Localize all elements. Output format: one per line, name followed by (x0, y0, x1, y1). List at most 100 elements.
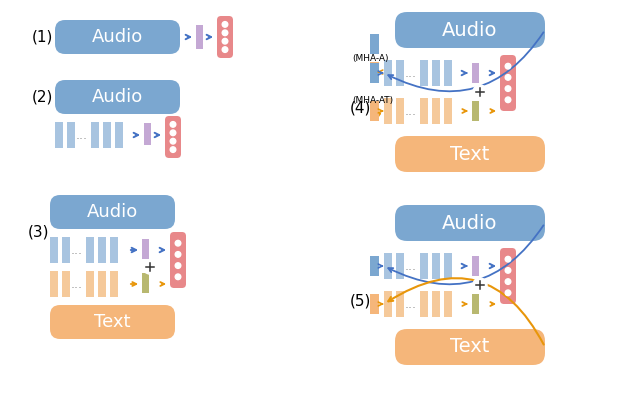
FancyBboxPatch shape (55, 20, 180, 54)
FancyArrowPatch shape (388, 225, 543, 284)
Text: Audio: Audio (92, 88, 143, 106)
Circle shape (222, 47, 228, 52)
Bar (432, 291, 440, 317)
Circle shape (143, 260, 157, 274)
Text: Text: Text (451, 338, 490, 357)
Bar (50, 271, 58, 297)
FancyArrowPatch shape (375, 113, 380, 118)
FancyBboxPatch shape (50, 195, 175, 229)
Bar (98, 237, 106, 263)
Bar (115, 122, 123, 148)
Text: Audio: Audio (92, 28, 143, 46)
Circle shape (170, 138, 176, 144)
Circle shape (505, 86, 511, 91)
Bar (384, 98, 392, 124)
Bar (62, 237, 70, 263)
Text: Audio: Audio (442, 20, 498, 39)
Circle shape (170, 122, 176, 127)
Circle shape (175, 252, 181, 257)
Bar (396, 60, 404, 86)
Bar (196, 25, 203, 49)
FancyBboxPatch shape (217, 16, 233, 58)
Bar (444, 60, 452, 86)
Bar (370, 294, 379, 314)
Bar (110, 237, 118, 263)
Text: Text: Text (451, 145, 490, 164)
Text: ...: ... (70, 243, 83, 256)
Bar (98, 271, 106, 297)
Bar (50, 237, 58, 263)
Bar (384, 253, 392, 279)
Bar (444, 291, 452, 317)
Bar (370, 63, 379, 83)
Bar (370, 256, 379, 276)
FancyBboxPatch shape (500, 248, 516, 304)
Bar (62, 271, 70, 297)
Text: (3): (3) (28, 225, 49, 240)
Bar (370, 62, 379, 82)
Bar (444, 253, 452, 279)
FancyBboxPatch shape (395, 205, 545, 241)
Circle shape (505, 74, 511, 80)
Circle shape (505, 279, 511, 284)
FancyBboxPatch shape (55, 80, 180, 114)
Bar (432, 253, 440, 279)
Bar (142, 239, 149, 259)
Text: ...: ... (404, 297, 417, 310)
Bar (86, 237, 94, 263)
FancyBboxPatch shape (170, 232, 186, 288)
Circle shape (222, 22, 228, 27)
Bar (370, 34, 379, 54)
Bar (396, 291, 404, 317)
Circle shape (222, 30, 228, 35)
Bar (420, 253, 428, 279)
Circle shape (505, 63, 511, 69)
Text: Audio: Audio (442, 214, 498, 232)
Circle shape (473, 278, 487, 292)
Bar (103, 122, 111, 148)
Bar (67, 122, 75, 148)
Circle shape (473, 85, 487, 99)
FancyBboxPatch shape (165, 116, 181, 158)
FancyBboxPatch shape (395, 12, 545, 48)
FancyBboxPatch shape (500, 55, 516, 111)
FancyArrowPatch shape (388, 32, 543, 91)
FancyArrowPatch shape (388, 278, 544, 344)
Bar (420, 291, 428, 317)
Bar (472, 294, 479, 314)
Text: (MHA-AT): (MHA-AT) (352, 95, 393, 104)
Text: Audio: Audio (87, 203, 138, 221)
Text: (1): (1) (32, 30, 53, 45)
Bar (472, 101, 479, 121)
Bar (472, 63, 479, 83)
Circle shape (170, 147, 176, 152)
Bar (420, 60, 428, 86)
Text: (5): (5) (350, 294, 371, 309)
Bar (110, 271, 118, 297)
Bar (144, 123, 151, 145)
Bar (91, 122, 99, 148)
Circle shape (170, 130, 176, 136)
Bar (420, 98, 428, 124)
Bar (432, 98, 440, 124)
Circle shape (175, 274, 181, 280)
Bar (384, 291, 392, 317)
Text: ...: ... (404, 104, 417, 117)
Bar (472, 256, 479, 276)
Text: ...: ... (76, 128, 88, 141)
FancyBboxPatch shape (395, 136, 545, 172)
Bar (396, 98, 404, 124)
Circle shape (175, 240, 181, 246)
Circle shape (505, 290, 511, 296)
Bar (86, 271, 94, 297)
FancyBboxPatch shape (395, 329, 545, 365)
FancyBboxPatch shape (50, 305, 175, 339)
Text: ...: ... (70, 277, 83, 290)
Circle shape (175, 263, 181, 268)
Text: ...: ... (404, 67, 417, 80)
Bar (370, 101, 379, 121)
Bar (384, 60, 392, 86)
Circle shape (505, 97, 511, 102)
Circle shape (222, 38, 228, 44)
Text: Text: Text (94, 313, 131, 331)
